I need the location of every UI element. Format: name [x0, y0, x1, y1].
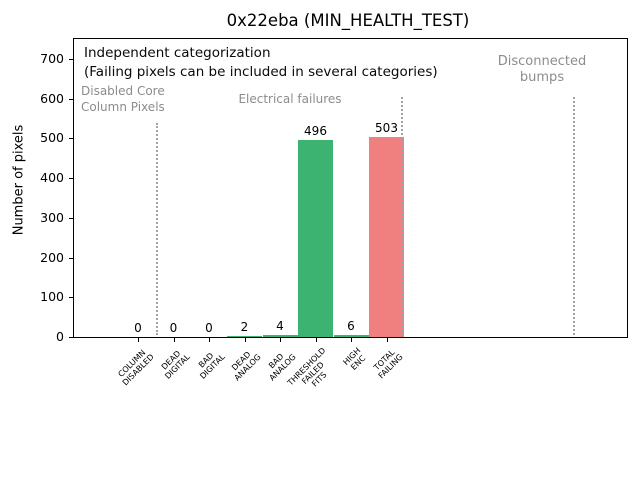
plot-area — [73, 38, 628, 338]
y-tick-mark — [69, 217, 73, 219]
bar-value-label: 0 — [134, 321, 142, 335]
x-tick-mark — [244, 338, 246, 342]
x-tick-mark — [280, 338, 281, 342]
y-tick-label: 600 — [40, 90, 64, 106]
x-tick-mark — [351, 338, 352, 342]
x-tick-mark — [315, 338, 317, 342]
y-tick-label: 300 — [40, 209, 64, 225]
bar-high-enc — [333, 334, 369, 337]
section-separator-dotted-line — [156, 123, 158, 335]
y-tick-mark — [69, 178, 73, 180]
y-tick-mark — [69, 337, 73, 338]
section-label-disabled-core-column-pixels: Disabled Core Column Pixels — [81, 84, 165, 114]
y-tick-label: 100 — [40, 289, 64, 305]
x-tick-label-text: TOTAL FAILING — [371, 347, 405, 381]
annotation-independent-categorization: Independent categorization — [84, 45, 271, 61]
x-tick-mark — [386, 338, 388, 342]
section-separator-dotted-line — [401, 97, 403, 335]
x-tick-mark — [138, 338, 139, 342]
bar-value-label: 4 — [276, 319, 284, 334]
x-tick-mark — [173, 338, 175, 342]
y-tick-mark — [69, 59, 73, 60]
bar-value-label: 503 — [375, 121, 398, 136]
bar-dead-analog — [227, 336, 262, 337]
x-tick-mark — [209, 338, 210, 342]
section-label-electrical-failures: Electrical failures — [238, 92, 342, 106]
bar-bad-analog — [262, 335, 298, 337]
y-tick-label: 500 — [40, 130, 64, 146]
section-label-disconnected-bumps: Disconnected bumps — [497, 54, 587, 85]
y-tick-mark — [69, 257, 73, 259]
y-tick-label: 400 — [40, 170, 64, 186]
chart-title: 0x22eba (MIN_HEALTH_TEST) — [226, 11, 470, 30]
y-tick-label: 700 — [40, 51, 64, 66]
x-tick-label-text: HIGH ENC — [341, 346, 368, 372]
bar-value-label: 496 — [304, 124, 327, 139]
y-tick-label: 200 — [40, 249, 64, 265]
bar-value-label: 0 — [169, 321, 178, 335]
y-tick-mark — [69, 138, 73, 140]
section-separator-dotted-line — [573, 97, 575, 335]
bar-value-label: 2 — [240, 320, 249, 334]
y-tick-mark — [69, 98, 73, 100]
bar-value-label: 6 — [347, 318, 355, 333]
bar-value-label: 0 — [205, 321, 213, 335]
bar-threshold-failed-fits — [298, 140, 333, 337]
y-tick-label: 0 — [56, 329, 64, 344]
bar-total-failing — [369, 137, 404, 337]
y-tick-mark — [69, 297, 73, 299]
annotation-failing-pixels-note: (Failing pixels can be included in sever… — [84, 64, 438, 80]
